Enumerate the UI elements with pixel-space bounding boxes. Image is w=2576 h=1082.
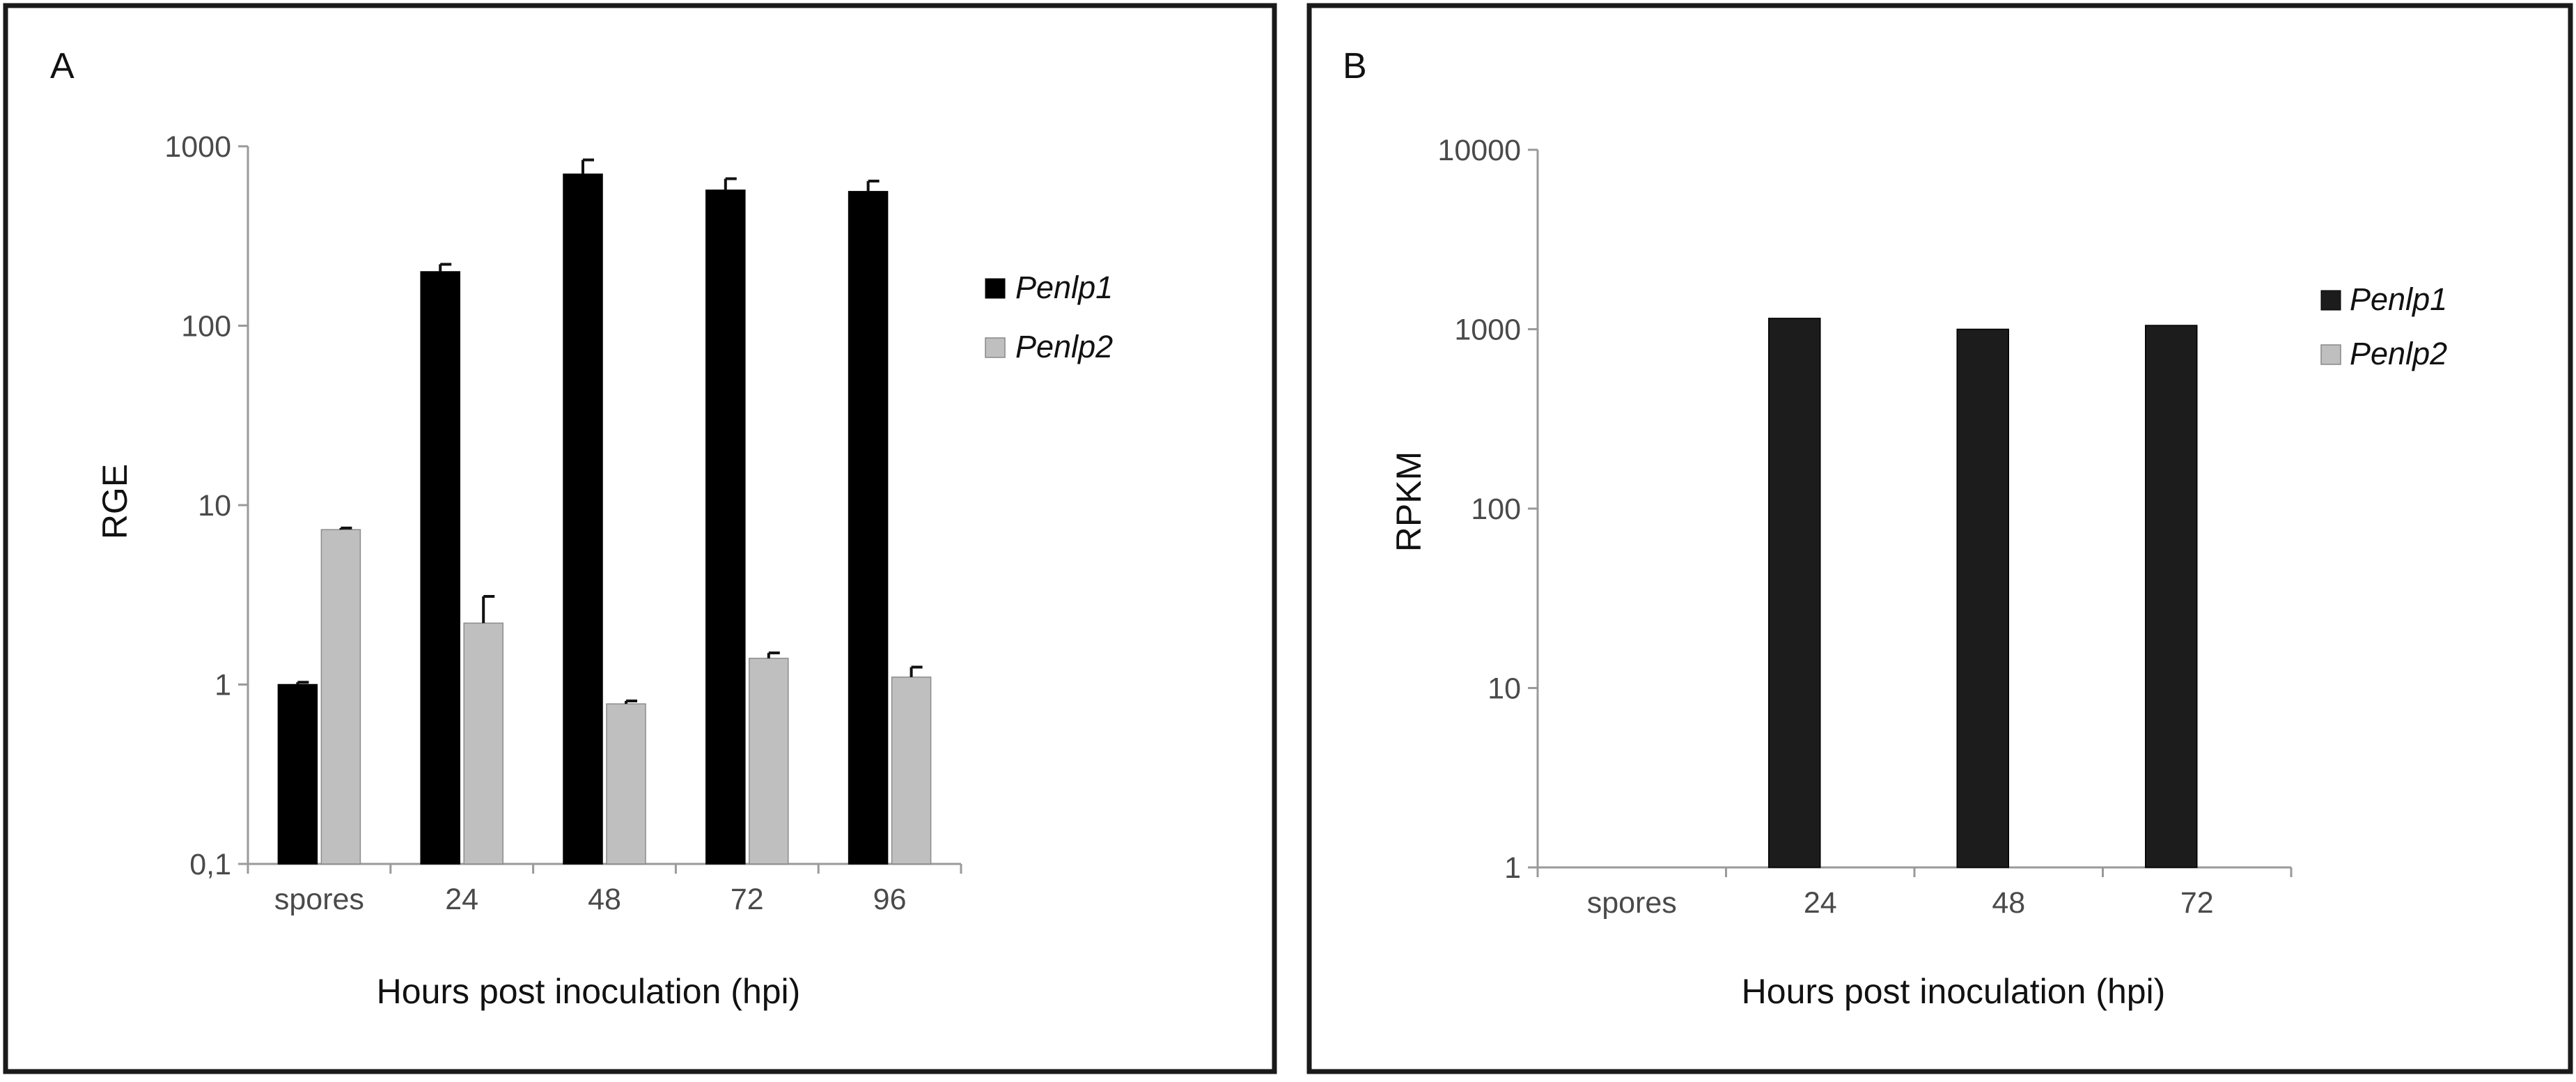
chart-b-y-tick-label: 1 <box>1504 851 1521 885</box>
bar-a-penlp1-spores <box>277 683 318 865</box>
chart-a-y-tick-label: 1000 <box>164 130 231 164</box>
panel-b-label: B <box>1343 46 1367 86</box>
chart-a: 0,1 1 10 100 1000 spores 24 48 72 96 <box>164 130 962 916</box>
bar-a-penlp1-96 <box>848 191 889 865</box>
bar-a-penlp1-48 <box>563 173 603 865</box>
chart-b-y-tick-label: 1000 <box>1454 314 1521 347</box>
legend-b-swatch-penlp2 <box>2320 344 2341 365</box>
bar-b-penlp1-24 <box>1768 318 1821 868</box>
bar-a-penlp1-72 <box>705 190 746 865</box>
chart-b-x-axis-title: Hours post inoculation (hpi) <box>1742 972 2166 1011</box>
chart-b-y-axis-title: RPKM <box>1389 451 1428 552</box>
panel-a-frame <box>3 3 1277 1074</box>
bar-a-penlp2-48 <box>606 703 646 865</box>
chart-b-x-tick-label: spores <box>1587 886 1677 920</box>
chart-a-x-axis-title: Hours post inoculation (hpi) <box>377 972 801 1011</box>
bar-a-penlp2-24 <box>463 622 504 865</box>
chart-b-y-tick-label: 10000 <box>1437 134 1521 167</box>
chart-a-x-tick-label: 24 <box>445 883 478 916</box>
panel-b-frame <box>1306 3 2573 1074</box>
chart-b-legend: Penlp1 Penlp2 <box>2320 281 2447 371</box>
legend-b-label-penlp2: Penlp2 <box>2350 336 2447 371</box>
bar-a-penlp2-72 <box>749 658 789 865</box>
chart-b-y-tick-label: 100 <box>1471 493 1521 526</box>
chart-a-y-tick-label: 1 <box>214 669 231 702</box>
chart-b-x-tick-label: 72 <box>2180 886 2214 920</box>
bar-a-penlp2-96 <box>891 677 932 865</box>
chart-a-x-tick-label: 96 <box>873 883 907 916</box>
chart-a-y-tick-label: 100 <box>181 310 231 343</box>
chart-b-y-tick-label: 10 <box>1488 672 1521 706</box>
legend-a-swatch-penlp2 <box>985 337 1006 358</box>
bar-a-penlp1-24 <box>420 271 460 865</box>
chart-a-y-tick-label: 0,1 <box>189 848 231 881</box>
legend-a-swatch-penlp1 <box>985 278 1006 299</box>
chart-a-y-tick-label: 10 <box>198 489 231 523</box>
panel-b: B 1 10 100 1000 10000 spores 24 48 72 RPKM Hours… <box>1306 3 2573 1074</box>
bar-b-penlp1-48 <box>1956 328 2009 868</box>
bar-b-penlp1-72 <box>2145 325 2198 868</box>
chart-a-legend: Penlp1 Penlp2 <box>985 270 1113 364</box>
panel-a: A 0,1 1 10 100 1000 spores 24 48 72 96 RGE Hours … <box>3 3 1277 1074</box>
chart-a-x-tick-label: 48 <box>588 883 621 916</box>
bar-a-penlp2-spores <box>320 529 361 865</box>
chart-a-x-tick-label: 72 <box>731 883 764 916</box>
chart-b: 1 10 100 1000 10000 spores 24 48 72 <box>1437 134 2293 920</box>
panel-a-label: A <box>50 46 75 86</box>
legend-a-label-penlp2: Penlp2 <box>1015 329 1113 364</box>
legend-b-label-penlp1: Penlp1 <box>2350 281 2447 317</box>
chart-a-y-axis-title: RGE <box>95 464 134 539</box>
chart-a-x-tick-label: spores <box>274 883 364 916</box>
legend-a-label-penlp1: Penlp1 <box>1015 270 1113 305</box>
chart-b-x-tick-label: 24 <box>1804 886 1837 920</box>
chart-b-x-tick-label: 48 <box>1992 886 2025 920</box>
legend-b-swatch-penlp1 <box>2320 290 2341 311</box>
